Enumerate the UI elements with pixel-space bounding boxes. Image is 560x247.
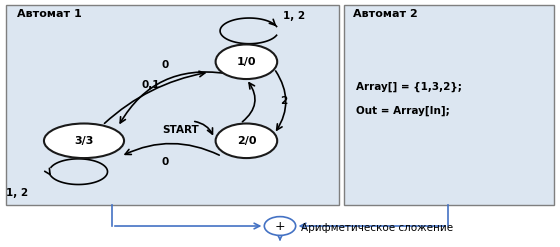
Text: 3/3: 3/3 — [74, 136, 94, 146]
Text: 1, 2: 1, 2 — [283, 11, 305, 21]
FancyBboxPatch shape — [6, 5, 339, 205]
Text: START: START — [162, 125, 198, 135]
Text: 1/0: 1/0 — [237, 57, 256, 67]
Ellipse shape — [44, 124, 124, 158]
Text: Array[] = {1,3,2};: Array[] = {1,3,2}; — [356, 82, 461, 92]
Text: 2: 2 — [280, 96, 287, 106]
Text: 0,1: 0,1 — [142, 80, 161, 90]
Text: Арифметическое сложение: Арифметическое сложение — [301, 224, 454, 233]
Text: Автомат 2: Автомат 2 — [353, 9, 418, 19]
Text: Автомат 1: Автомат 1 — [17, 9, 82, 19]
Ellipse shape — [216, 124, 277, 158]
Text: 1, 2: 1, 2 — [6, 188, 28, 198]
FancyBboxPatch shape — [344, 5, 554, 205]
Text: 2/0: 2/0 — [237, 136, 256, 146]
Text: 0: 0 — [162, 61, 169, 70]
Text: 0: 0 — [162, 157, 169, 166]
Ellipse shape — [216, 44, 277, 79]
Text: +: + — [275, 220, 285, 232]
Text: Out = Array[In];: Out = Array[In]; — [356, 106, 449, 117]
Ellipse shape — [264, 217, 296, 235]
